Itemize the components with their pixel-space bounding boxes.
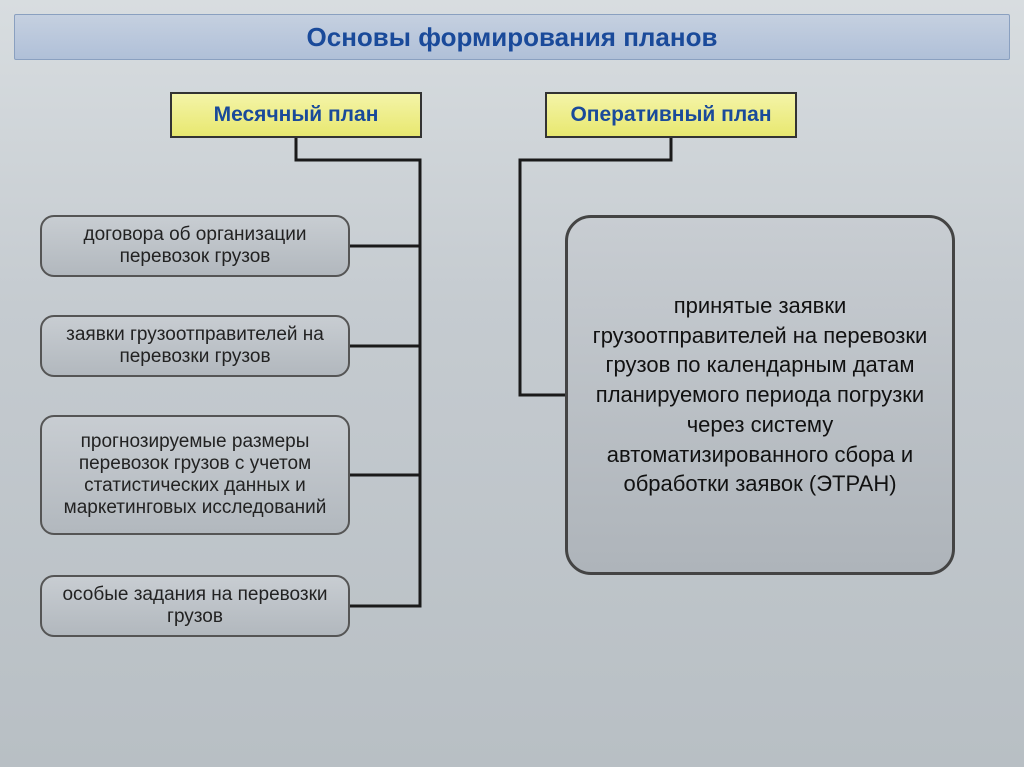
left-item-label: особые задания на перевозки грузов (54, 584, 336, 628)
left-item-requests: заявки грузоотправителей на перевозки гр… (40, 315, 350, 377)
left-item-forecast: прогнозируемые размеры перевозок грузов … (40, 415, 350, 535)
right-item-etran: принятые заявки грузоотправителей на пер… (565, 215, 955, 575)
header-monthly-plan: Месячный план (170, 92, 422, 138)
left-item-label: договора об организации перевозок грузов (54, 224, 336, 268)
header-monthly-label: Месячный план (214, 103, 379, 127)
left-item-label: заявки грузоотправителей на перевозки гр… (54, 324, 336, 368)
right-item-label: принятые заявки грузоотправителей на пер… (588, 291, 932, 499)
title-bar: Основы формирования планов (14, 14, 1010, 60)
left-item-special: особые задания на перевозки грузов (40, 575, 350, 637)
header-operational-label: Оперативный план (570, 103, 771, 127)
page-title: Основы формирования планов (307, 22, 718, 53)
header-operational-plan: Оперативный план (545, 92, 797, 138)
left-item-contracts: договора об организации перевозок грузов (40, 215, 350, 277)
left-item-label: прогнозируемые размеры перевозок грузов … (54, 431, 336, 519)
